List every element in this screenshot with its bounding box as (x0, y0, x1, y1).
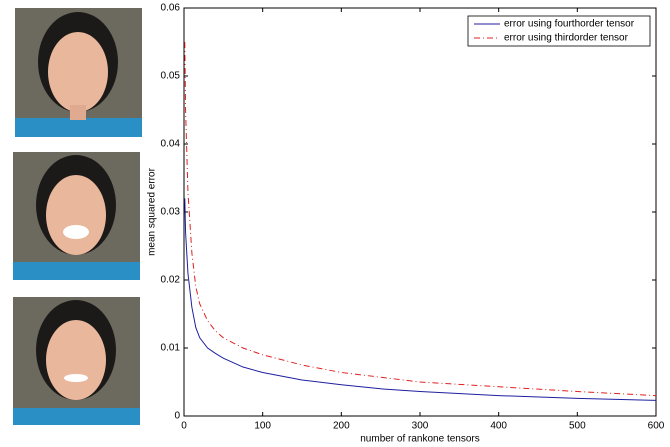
data-line (184, 41, 657, 397)
y-tick-label: 0 (174, 411, 180, 422)
legend-label: error using thirdorder tensor (504, 33, 629, 44)
face-photo (15, 8, 142, 137)
legend-label: error using fourthorder tensor (504, 19, 635, 30)
legend-box (467, 15, 651, 47)
x-tick-label: 400 (490, 421, 507, 432)
x-tick-label: 500 (569, 421, 586, 432)
y-tick-label: 0.03 (161, 207, 181, 218)
face-photo (13, 152, 140, 280)
y-tick-label: 0.04 (161, 139, 181, 150)
y-tick-label: 0.02 (161, 275, 181, 286)
x-tick-label: 0 (181, 421, 187, 432)
data-line (184, 198, 657, 401)
y-tick-label: 0.06 (161, 3, 181, 14)
y-axis-label: mean squared error (147, 167, 158, 255)
x-axis-label: number of rankone tensors (360, 434, 480, 445)
x-tick-label: 100 (254, 421, 271, 432)
face-photo (13, 297, 140, 425)
x-tick-label: 200 (333, 421, 350, 432)
legend (467, 15, 651, 47)
plot-frame (183, 7, 657, 417)
y-tick-label: 0.05 (161, 71, 181, 82)
y-tick-label: 0.01 (161, 343, 181, 354)
x-tick-label: 300 (412, 421, 429, 432)
x-tick-label: 600 (648, 421, 665, 432)
